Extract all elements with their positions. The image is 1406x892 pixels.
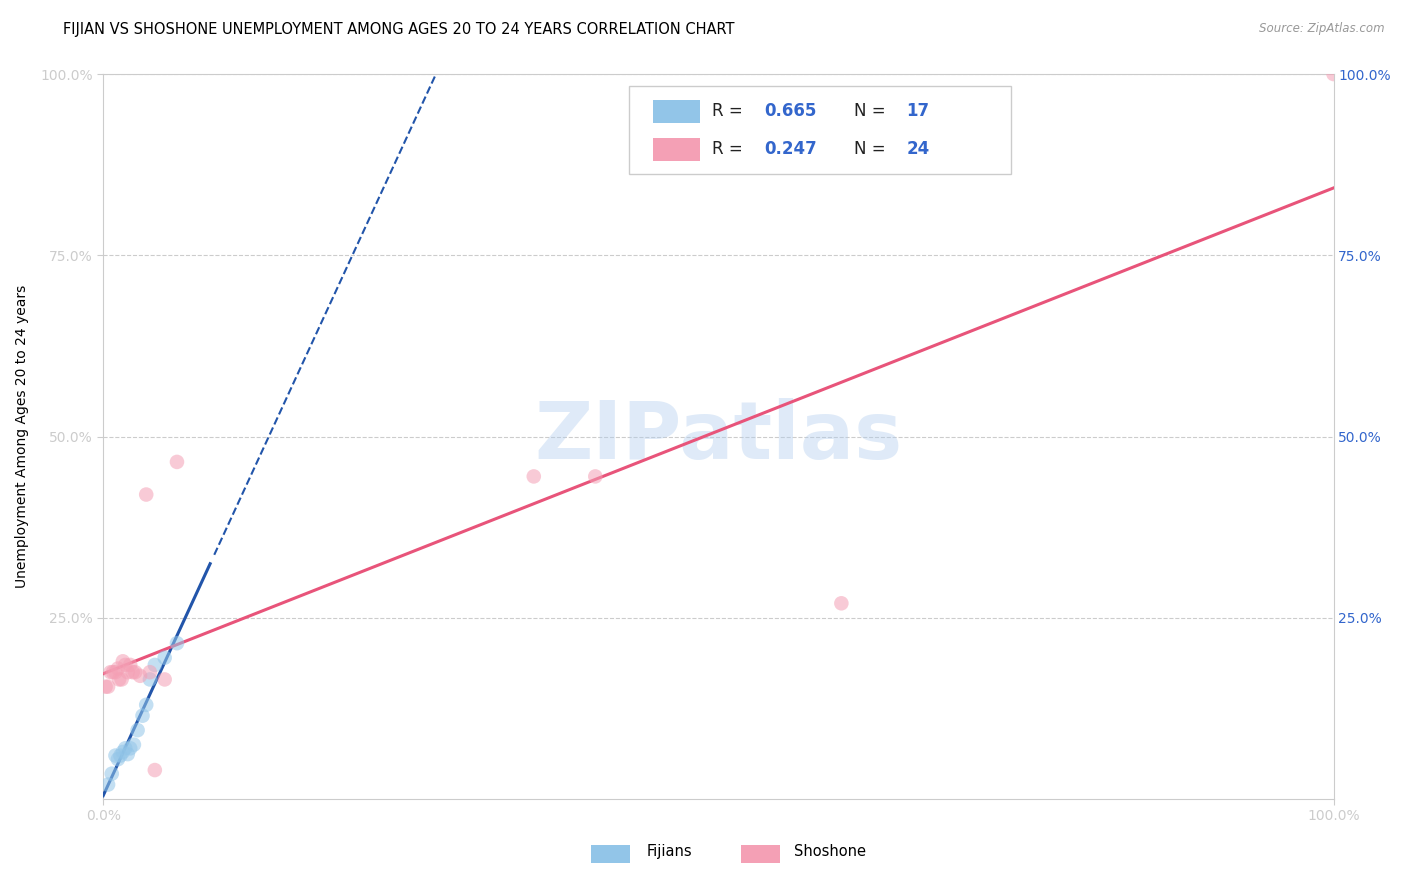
Point bbox=[100, 766, 122, 780]
Point bbox=[122, 738, 145, 752]
Point bbox=[166, 455, 188, 469]
Point bbox=[120, 657, 142, 672]
Point bbox=[104, 748, 127, 763]
Point bbox=[107, 662, 129, 676]
Point bbox=[135, 487, 157, 501]
Point bbox=[166, 636, 188, 650]
Point bbox=[100, 665, 122, 680]
Text: Source: ZipAtlas.com: Source: ZipAtlas.com bbox=[1260, 22, 1385, 36]
Text: 24: 24 bbox=[907, 140, 929, 158]
Point bbox=[117, 665, 139, 680]
Point bbox=[120, 741, 142, 756]
Point bbox=[1322, 67, 1344, 81]
Point bbox=[97, 778, 120, 792]
Point bbox=[117, 747, 139, 761]
FancyBboxPatch shape bbox=[628, 87, 1011, 174]
Text: 0.247: 0.247 bbox=[763, 140, 817, 158]
Point bbox=[124, 665, 146, 680]
Point bbox=[108, 673, 131, 687]
Bar bbox=[591, 845, 630, 863]
Point bbox=[830, 596, 852, 610]
Text: N =: N = bbox=[853, 103, 890, 120]
Bar bbox=[654, 137, 700, 161]
Point bbox=[104, 665, 127, 680]
Text: 17: 17 bbox=[907, 103, 929, 120]
Point bbox=[110, 748, 132, 763]
Point bbox=[110, 673, 132, 687]
Point bbox=[153, 673, 176, 687]
Point bbox=[135, 698, 157, 712]
Text: N =: N = bbox=[853, 140, 890, 158]
Point bbox=[94, 680, 117, 694]
Point bbox=[111, 654, 134, 668]
Point bbox=[139, 665, 162, 680]
Text: FIJIAN VS SHOSHONE UNEMPLOYMENT AMONG AGES 20 TO 24 YEARS CORRELATION CHART: FIJIAN VS SHOSHONE UNEMPLOYMENT AMONG AG… bbox=[63, 22, 735, 37]
Y-axis label: Unemployment Among Ages 20 to 24 years: Unemployment Among Ages 20 to 24 years bbox=[15, 285, 30, 588]
Text: R =: R = bbox=[713, 140, 748, 158]
Bar bbox=[741, 845, 780, 863]
Point bbox=[114, 741, 136, 756]
Text: Shoshone: Shoshone bbox=[794, 845, 866, 859]
Point bbox=[583, 469, 606, 483]
Point bbox=[523, 469, 546, 483]
Text: ZIPatlas: ZIPatlas bbox=[534, 398, 903, 475]
Text: R =: R = bbox=[713, 103, 748, 120]
Text: 0.665: 0.665 bbox=[763, 103, 817, 120]
Point bbox=[121, 665, 143, 680]
Point bbox=[107, 752, 129, 766]
Point bbox=[129, 669, 152, 683]
Point bbox=[97, 680, 120, 694]
Point bbox=[131, 708, 153, 723]
Point bbox=[114, 657, 136, 672]
Point bbox=[143, 657, 166, 672]
Point bbox=[139, 673, 162, 687]
Bar bbox=[654, 100, 700, 123]
Text: Fijians: Fijians bbox=[647, 845, 692, 859]
Point bbox=[101, 665, 124, 680]
Point bbox=[143, 763, 166, 777]
Point bbox=[111, 745, 134, 759]
Point bbox=[153, 650, 176, 665]
Point bbox=[127, 723, 149, 738]
